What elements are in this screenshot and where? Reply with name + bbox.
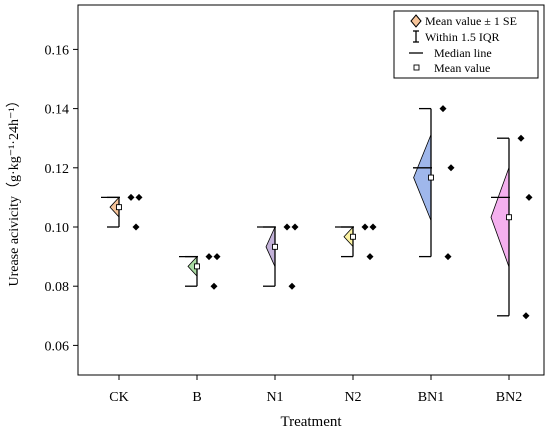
mean-marker (116, 204, 122, 211)
x-axis-title: Treatment (280, 414, 342, 430)
mean-marker (350, 233, 356, 240)
group-ck (101, 193, 143, 231)
legend-diamond-icon (410, 14, 422, 28)
legend-label-iqr: Within 1.5 IQR (425, 30, 500, 44)
x-tick-label: B (192, 390, 201, 405)
data-point (132, 223, 140, 231)
legend-label-mean-se: Mean value ± 1 SE (425, 14, 517, 28)
data-point (135, 193, 143, 201)
data-point (525, 193, 533, 201)
data-point (213, 253, 221, 261)
data-point (205, 253, 213, 261)
mean-marker (272, 243, 278, 250)
data-point (291, 223, 299, 231)
data-point (283, 223, 291, 231)
legend-square-icon (413, 64, 420, 71)
x-tick-label: BN1 (418, 390, 444, 405)
mean-marker (428, 174, 434, 181)
y-tick-label: 0.06 (45, 339, 70, 354)
data-point (517, 134, 525, 142)
mean-marker (194, 263, 200, 270)
data-point (127, 193, 135, 201)
mean-marker (506, 214, 512, 221)
x-tick-label: CK (109, 390, 128, 405)
group-bn2 (490, 134, 533, 320)
data-point (288, 282, 296, 290)
legend-label-mean: Mean value (434, 61, 490, 75)
data-point (439, 105, 447, 113)
y-tick-label: 0.16 (45, 43, 70, 58)
y-tick-label: 0.08 (45, 280, 70, 295)
x-tick-label: BN2 (496, 390, 522, 405)
legend-label-median: Median line (434, 46, 492, 60)
data-point (522, 312, 530, 320)
group-bn1 (413, 105, 455, 261)
y-tick-label: 0.14 (45, 103, 70, 118)
y-axis-title: Urease acivicity（g·kg⁻¹·24h⁻¹） (6, 93, 22, 286)
legend: Mean value ± 1 SE Within 1.5 IQR Median … (393, 10, 539, 79)
legend-whisker-icon (413, 30, 419, 43)
group-n2 (335, 223, 377, 261)
group-b (179, 253, 221, 290)
y-tick-label: 0.12 (45, 162, 70, 177)
data-point (361, 223, 369, 231)
plot-content (101, 105, 533, 320)
data-point (366, 253, 374, 261)
plot-frame (77, 4, 545, 376)
data-point (210, 282, 218, 290)
data-point (444, 253, 452, 261)
x-tick-label: N2 (344, 390, 361, 405)
y-tick-label: 0.10 (45, 221, 70, 236)
group-n1 (257, 223, 299, 290)
x-tick-label: N1 (266, 390, 283, 405)
data-point (369, 223, 377, 231)
data-point (447, 164, 455, 172)
